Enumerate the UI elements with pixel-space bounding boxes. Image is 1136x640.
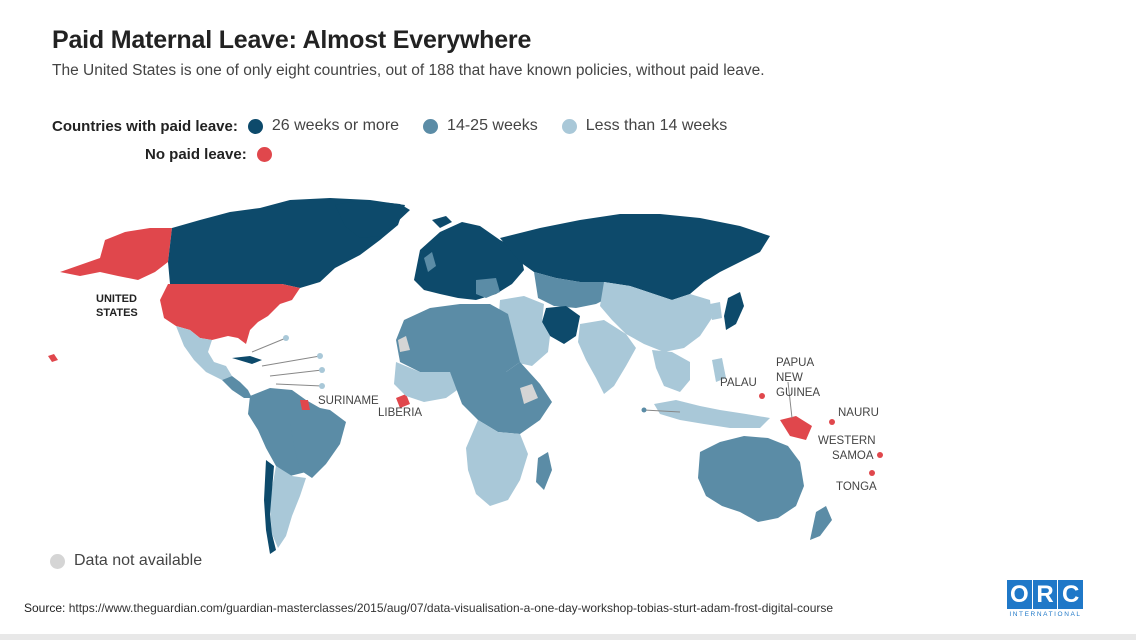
- label-tonga: TONGA: [836, 481, 877, 493]
- legend-dot-light-icon: [561, 118, 577, 134]
- country-united-states: [160, 284, 300, 344]
- legend-label: Less than 14 weeks: [585, 117, 728, 134]
- country-iceland: [432, 216, 452, 228]
- country-liberia: [396, 394, 410, 408]
- region-southern-africa: [466, 420, 528, 506]
- country-mexico: [176, 326, 232, 380]
- label-papua-2: NEW: [776, 372, 803, 384]
- legend-label: 14-25 weeks: [447, 117, 538, 134]
- country-china: [600, 282, 712, 352]
- legend-dot-dark-icon: [247, 118, 263, 134]
- country-brazil: [290, 404, 346, 478]
- callout-dots: [283, 335, 647, 413]
- region-west-africa: [394, 362, 460, 402]
- country-japan: [724, 292, 744, 330]
- country-india: [578, 320, 636, 394]
- legend-data-not-available: Data not available: [50, 552, 202, 570]
- legend-paid-label: Countries with paid leave:: [52, 117, 238, 135]
- label-samoa-2: SAMOA: [832, 450, 874, 462]
- country-russia: [500, 214, 770, 300]
- country-papua-new-guinea: [780, 416, 812, 440]
- region-south-america-south: [270, 466, 306, 548]
- legend-label: Data not available: [74, 552, 203, 569]
- label-united-states-1: UNITED: [96, 293, 137, 305]
- region-southeast-asia: [652, 350, 690, 392]
- no-leave-dots: [759, 393, 883, 476]
- orc-logo: O R C INTERNATIONAL: [1007, 580, 1084, 618]
- legend-item-14-25-weeks: 14-25 weeks: [423, 117, 538, 135]
- source-prefix: Source:: [24, 601, 66, 615]
- legend-label: 26 weeks or more: [271, 117, 400, 134]
- label-samoa-1: WESTERN: [818, 435, 876, 447]
- logo-letter: O: [1007, 580, 1032, 609]
- region-no-data-africa: [398, 336, 410, 352]
- country-alaska: [60, 228, 172, 280]
- legend-item-26-weeks: 26 weeks or more: [247, 117, 400, 135]
- label-united-states-2: STATES: [96, 307, 138, 319]
- world-map: UNITED STATES SURINAME LIBERIA PALAU PAP…: [48, 198, 883, 554]
- label-nauru: NAURU: [838, 407, 879, 419]
- country-suriname: [300, 400, 310, 410]
- label-papua-1: PAPUA: [776, 357, 814, 369]
- legend-paid-row: Countries with paid leave: 26 weeks or m…: [52, 117, 751, 135]
- region-central-asia: [534, 272, 612, 308]
- region-philippines: [712, 358, 726, 382]
- bottom-divider: [0, 634, 1136, 640]
- region-central-america: [222, 376, 252, 398]
- label-palau: PALAU: [720, 377, 757, 389]
- legend-no-paid-label: No paid leave:: [145, 146, 247, 163]
- page-subtitle: The United States is one of only eight c…: [52, 62, 765, 79]
- logo-letter: C: [1058, 580, 1084, 609]
- label-suriname: SURINAME: [318, 395, 379, 407]
- source-line: Source: https://www.theguardian.com/guar…: [24, 601, 833, 615]
- country-greenland: [335, 200, 410, 238]
- legend-dot-grey-icon: [50, 553, 65, 569]
- region-central-africa: [450, 362, 552, 434]
- page-title: Paid Maternal Leave: Almost Everywhere: [52, 26, 532, 54]
- country-hawaii: [48, 354, 58, 362]
- country-madagascar: [536, 452, 552, 490]
- logo-subtext: INTERNATIONAL: [1009, 611, 1082, 618]
- region-balkans: [476, 278, 500, 298]
- callouts: [251, 337, 793, 419]
- country-chile: [264, 460, 276, 554]
- label-liberia: LIBERIA: [378, 407, 422, 419]
- region-no-data-somalia: [520, 384, 538, 404]
- country-new-zealand: [810, 506, 832, 540]
- source-link[interactable]: https://www.theguardian.com/guardian-mas…: [68, 601, 834, 615]
- region-north-africa: [396, 304, 520, 372]
- legend-dot-red-icon: [256, 147, 272, 162]
- label-papua-3: GUINEA: [776, 387, 820, 399]
- region-indonesia: [654, 400, 770, 428]
- logo-letter: R: [1032, 580, 1058, 609]
- country-uk: [424, 252, 436, 272]
- logo-box: O R C: [1007, 580, 1084, 609]
- legend-no-paid-row: No paid leave:: [145, 146, 281, 163]
- country-australia: [698, 436, 804, 522]
- legend-item-less-14-weeks: Less than 14 weeks: [561, 117, 728, 135]
- country-iran: [542, 306, 580, 344]
- legend-dot-mid-icon: [423, 118, 439, 134]
- country-korea: [710, 302, 722, 320]
- region-caribbean: [232, 356, 262, 364]
